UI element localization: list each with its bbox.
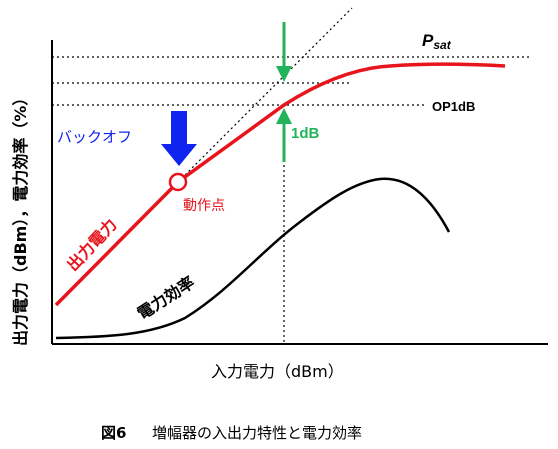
y-axis-title: 出力電力（dBm），電力効率（%） — [11, 90, 30, 346]
figure-caption-number: 図6 — [101, 424, 126, 442]
down-arrow-icon — [161, 111, 197, 166]
figure-caption-text: 増幅器の入出力特性と電力効率 — [152, 424, 362, 442]
output-power-curve-label: 出力電力 — [63, 215, 121, 275]
backoff-label: バックオフ — [57, 128, 132, 146]
operating-point-label: 動作点 — [183, 198, 225, 214]
output-power-curve — [54, 62, 506, 307]
one-db-label: 1dB — [291, 125, 320, 142]
psat-label: Psat — [422, 31, 452, 52]
power-efficiency-curve — [55, 177, 451, 340]
linear-extrapolation-line — [177, 7, 353, 183]
operating-point-marker — [168, 172, 188, 192]
up-down-arrow-icon — [276, 22, 292, 162]
op1db-label: OP1dB — [432, 99, 475, 114]
x-axis-title: 入力電力（dBm） — [211, 362, 344, 381]
